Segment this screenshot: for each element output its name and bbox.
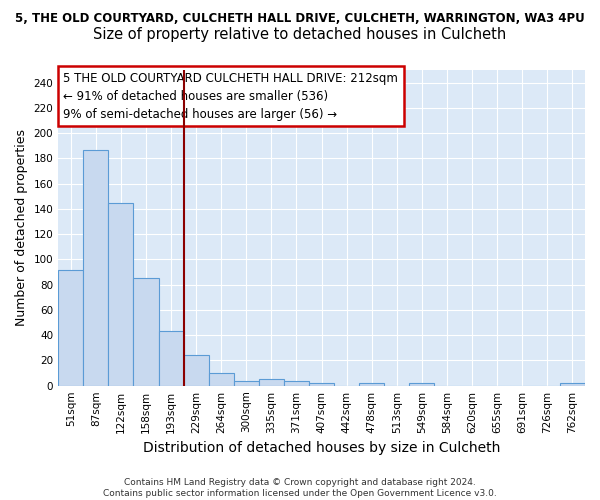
Bar [133, 278, 158, 386]
Text: 5 THE OLD COURTYARD CULCHETH HALL DRIVE: 212sqm
← 91% of detached houses are sma: 5 THE OLD COURTYARD CULCHETH HALL DRIVE:… [64, 72, 398, 120]
Bar [234, 380, 259, 386]
Bar [409, 383, 434, 386]
Bar [158, 332, 184, 386]
Y-axis label: Number of detached properties: Number of detached properties [15, 130, 28, 326]
Text: 5, THE OLD COURTYARD, CULCHETH HALL DRIVE, CULCHETH, WARRINGTON, WA3 4PU: 5, THE OLD COURTYARD, CULCHETH HALL DRIV… [15, 12, 585, 26]
Bar [284, 380, 309, 386]
Text: Contains HM Land Registry data © Crown copyright and database right 2024.
Contai: Contains HM Land Registry data © Crown c… [103, 478, 497, 498]
Bar [259, 380, 284, 386]
Bar [109, 202, 133, 386]
Bar [209, 373, 234, 386]
Bar [309, 383, 334, 386]
Bar [83, 150, 109, 386]
Bar [184, 356, 209, 386]
Bar [58, 270, 83, 386]
Text: Size of property relative to detached houses in Culcheth: Size of property relative to detached ho… [94, 28, 506, 42]
X-axis label: Distribution of detached houses by size in Culcheth: Distribution of detached houses by size … [143, 441, 500, 455]
Bar [560, 383, 585, 386]
Bar [359, 383, 385, 386]
